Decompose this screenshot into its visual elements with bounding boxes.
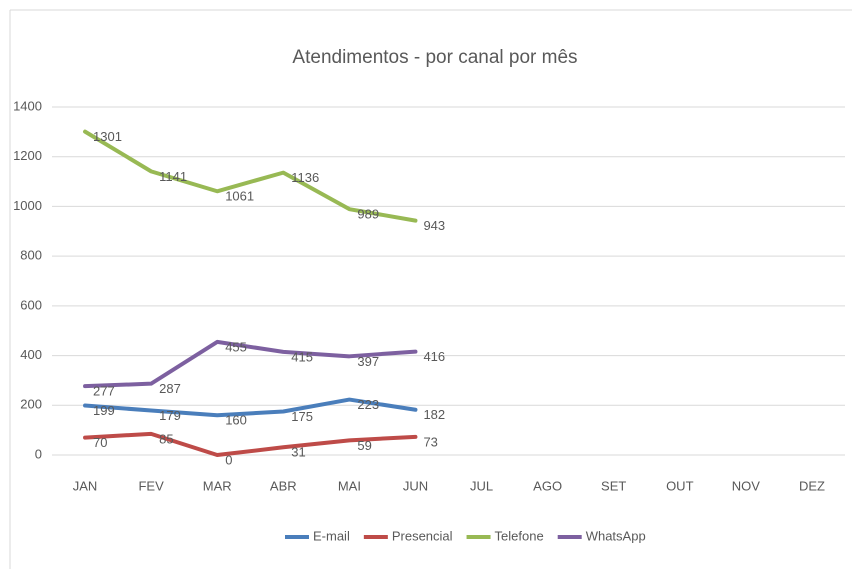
x-tick-label: JUN [403,478,428,493]
data-label: 85 [159,431,173,446]
y-tick-label: 600 [20,297,42,312]
data-label: 1301 [93,129,122,144]
x-tick-label: DEZ [799,478,825,493]
series-line [83,431,418,457]
data-label: 179 [159,408,181,423]
data-label: 287 [159,381,181,396]
data-label: 223 [357,397,379,412]
x-tick-label: MAI [338,478,361,493]
data-label: 989 [357,207,379,222]
y-tick-label: 1200 [13,148,42,163]
x-tick-label: SET [601,478,626,493]
data-label: 59 [357,438,371,453]
data-label: 943 [423,218,445,233]
data-label: 175 [291,409,313,424]
data-label: 199 [93,403,115,418]
y-tick-label: 1400 [13,98,42,113]
data-label: 0 [225,452,232,467]
data-label: 31 [291,445,305,460]
y-tick-label: 0 [35,446,42,461]
data-label: 415 [291,349,313,364]
y-tick-label: 200 [20,397,42,412]
data-label: 1136 [291,170,319,185]
y-tick-label: 1000 [13,198,42,213]
data-label: 455 [225,339,247,354]
series-line [83,129,418,223]
data-label: 70 [93,435,107,450]
data-label: 1061 [225,189,254,204]
series-line [83,397,418,418]
x-tick-label: JAN [73,478,98,493]
y-tick-label: 400 [20,347,42,362]
x-tick-label: ABR [270,478,297,493]
data-label: 416 [423,349,445,364]
data-label: 160 [225,413,247,428]
data-label: 277 [93,384,115,399]
legend-label: Telefone [495,528,544,543]
series-line [83,339,418,389]
legend-label: Presencial [392,528,453,543]
x-tick-label: MAR [203,478,232,493]
legend-label: WhatsApp [586,528,646,543]
x-tick-label: AGO [533,478,562,493]
y-tick-label: 800 [20,248,42,263]
x-tick-label: FEV [138,478,164,493]
data-label: 397 [357,354,379,369]
data-label: 182 [423,407,445,422]
data-label: 73 [423,434,437,449]
x-tick-label: NOV [732,478,761,493]
x-tick-label: JUL [470,478,493,493]
data-label: 1141 [159,169,187,184]
x-tick-label: OUT [666,478,694,493]
legend-label: E-mail [313,528,350,543]
chart-title: Atendimentos - por canal por mês [292,47,577,68]
